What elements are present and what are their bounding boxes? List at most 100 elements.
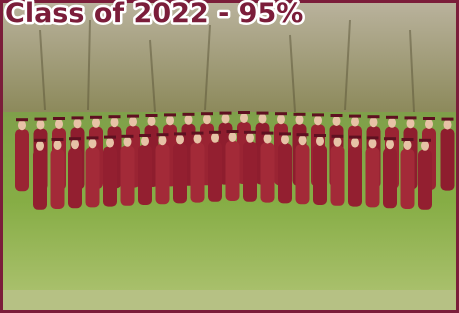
cap bbox=[384, 137, 396, 140]
face bbox=[333, 116, 341, 126]
gown bbox=[243, 142, 257, 202]
cap bbox=[220, 112, 232, 115]
gown bbox=[313, 145, 327, 205]
cap bbox=[368, 115, 380, 118]
face bbox=[351, 138, 359, 148]
face bbox=[259, 114, 267, 124]
cap bbox=[122, 135, 134, 138]
cap bbox=[104, 136, 116, 139]
cap bbox=[16, 118, 28, 121]
cap bbox=[139, 134, 151, 137]
face bbox=[92, 118, 100, 128]
cap bbox=[127, 115, 139, 118]
cap bbox=[35, 118, 47, 121]
bottom-band bbox=[3, 290, 456, 310]
cap bbox=[257, 112, 269, 115]
cap bbox=[90, 116, 102, 119]
gown bbox=[191, 143, 205, 203]
face bbox=[74, 118, 82, 128]
cap bbox=[146, 114, 158, 117]
face bbox=[159, 135, 167, 145]
cap bbox=[312, 113, 324, 116]
face bbox=[37, 120, 45, 130]
cap bbox=[69, 137, 81, 140]
gown bbox=[278, 143, 292, 203]
cap bbox=[227, 130, 239, 133]
gown bbox=[331, 146, 345, 206]
page: Class of 2022 - 95% (() => { const data … bbox=[0, 0, 459, 313]
gown bbox=[418, 150, 432, 210]
face bbox=[148, 116, 156, 126]
cap bbox=[279, 132, 291, 135]
face bbox=[369, 138, 377, 148]
cap bbox=[442, 118, 454, 121]
face bbox=[370, 117, 378, 127]
cap bbox=[164, 113, 176, 116]
cap bbox=[192, 132, 204, 135]
face bbox=[444, 120, 452, 130]
gown bbox=[261, 143, 275, 203]
cap bbox=[419, 139, 431, 142]
cap bbox=[349, 115, 361, 118]
cap bbox=[423, 117, 435, 120]
face bbox=[264, 134, 272, 144]
face bbox=[425, 119, 433, 129]
face bbox=[185, 115, 193, 125]
face bbox=[124, 137, 132, 147]
face bbox=[141, 136, 149, 146]
face bbox=[316, 136, 324, 146]
face bbox=[421, 141, 429, 151]
cap bbox=[238, 111, 250, 114]
gown bbox=[68, 148, 82, 208]
face bbox=[334, 137, 342, 147]
face bbox=[299, 135, 307, 145]
cap bbox=[109, 115, 121, 118]
cap bbox=[244, 131, 256, 134]
cap bbox=[297, 133, 309, 136]
gown bbox=[138, 145, 152, 205]
face bbox=[222, 114, 230, 124]
gown bbox=[33, 150, 47, 210]
gown bbox=[103, 147, 117, 207]
face bbox=[18, 120, 26, 130]
photo-banner: Class of 2022 - 95% bbox=[0, 0, 459, 313]
face bbox=[194, 134, 202, 144]
face bbox=[54, 140, 62, 150]
cap bbox=[402, 138, 414, 141]
face bbox=[386, 139, 394, 149]
cap bbox=[349, 136, 361, 139]
cap bbox=[183, 113, 195, 116]
cap bbox=[174, 132, 186, 135]
face bbox=[166, 115, 174, 125]
gown bbox=[348, 147, 362, 207]
face bbox=[388, 118, 396, 128]
gown bbox=[121, 146, 135, 206]
face bbox=[55, 119, 63, 129]
face bbox=[407, 118, 415, 128]
banner-title: Class of 2022 - 95% bbox=[5, 0, 303, 29]
face bbox=[71, 139, 79, 149]
gown bbox=[86, 147, 100, 207]
cap bbox=[157, 133, 169, 136]
cap bbox=[367, 136, 379, 139]
face bbox=[211, 133, 219, 143]
gown bbox=[173, 143, 187, 203]
cap bbox=[386, 116, 398, 119]
cap bbox=[275, 112, 287, 115]
gown bbox=[383, 148, 397, 208]
cap bbox=[209, 131, 221, 134]
face bbox=[281, 134, 289, 144]
cap bbox=[201, 112, 213, 115]
gown bbox=[15, 129, 29, 191]
gown bbox=[441, 129, 455, 191]
face bbox=[277, 114, 285, 124]
face bbox=[176, 134, 184, 144]
cap bbox=[294, 113, 306, 116]
cap bbox=[332, 135, 344, 138]
face bbox=[351, 117, 359, 127]
face bbox=[129, 117, 137, 127]
cap bbox=[72, 116, 84, 119]
face bbox=[246, 133, 254, 143]
face bbox=[404, 140, 412, 150]
cap bbox=[405, 116, 417, 119]
